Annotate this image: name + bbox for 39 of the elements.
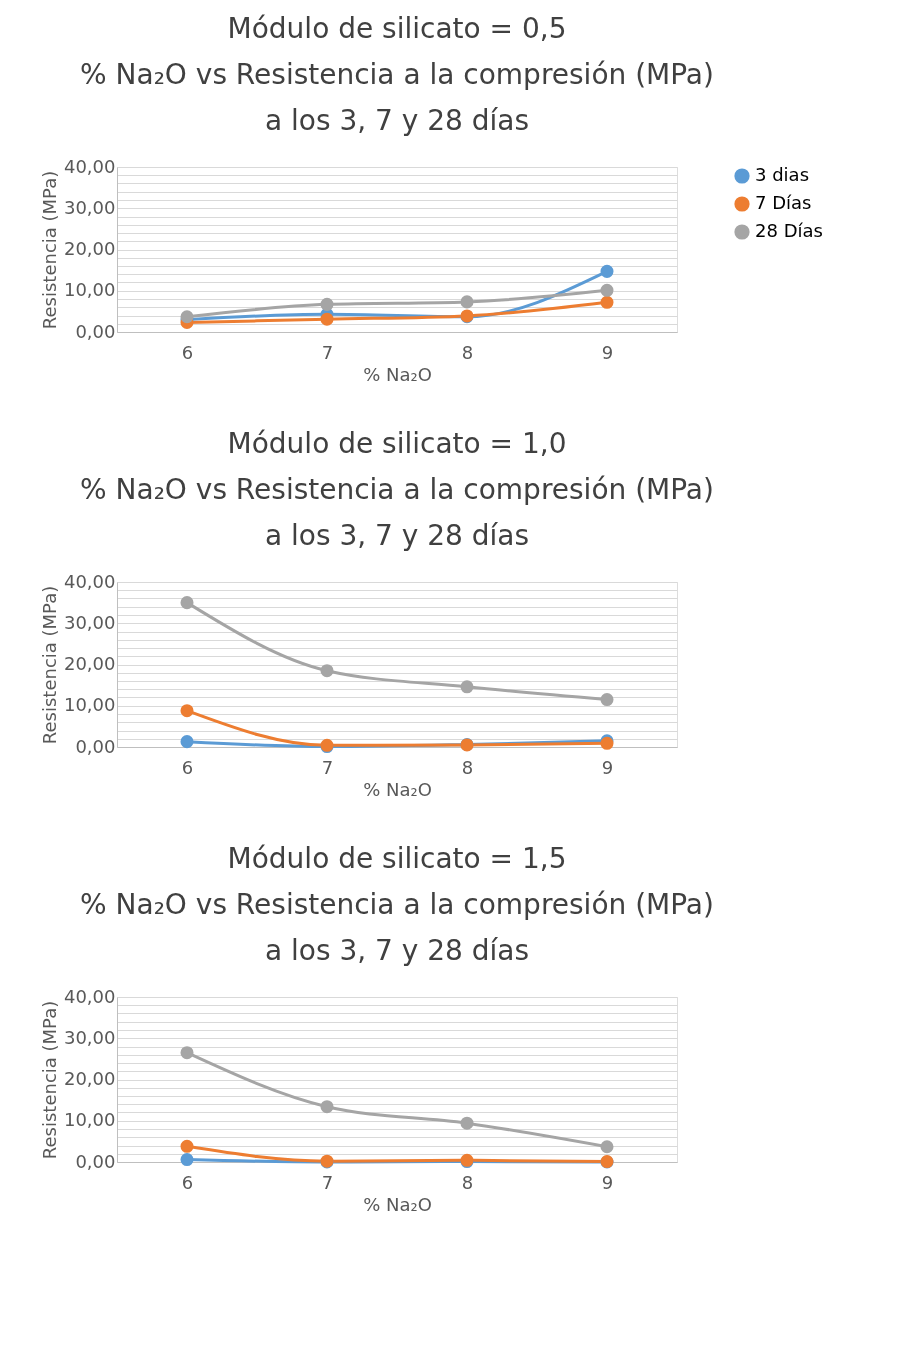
y-tick-label: 20,00 xyxy=(63,653,116,674)
y-axis-title: Resistencia (MPa) xyxy=(38,585,60,745)
x-tick-label: 7 xyxy=(321,1171,334,1193)
y-axis-title: Resistencia (MPa) xyxy=(38,1000,60,1160)
x-tick-label: 6 xyxy=(181,756,194,778)
x-tick-label: 8 xyxy=(461,756,474,778)
y-tick-label: 40,00 xyxy=(63,570,116,592)
y-tick-label: 40,00 xyxy=(63,985,116,1007)
y-tick-label: 10,00 xyxy=(63,279,116,301)
y-tick-label: 20,00 xyxy=(63,238,116,259)
x-tick-label: 9 xyxy=(601,756,614,778)
y-axis-title: Resistencia (MPa) xyxy=(38,170,60,330)
y-tick-label: 10,00 xyxy=(63,1109,116,1131)
y-tick-label: 30,00 xyxy=(63,196,116,218)
chart-title: Módulo de silicato = 1,5 % Na₂O vs Resistencia a la compresión (MPa) a los 3, 7 y 28 días xyxy=(80,842,714,967)
x-tick-label: 9 xyxy=(601,341,614,363)
legend-label: 28 Días xyxy=(755,220,823,241)
y-tick-label: 10,00 xyxy=(63,694,116,716)
x-tick-label: 9 xyxy=(601,1171,614,1193)
x-tick-label: 6 xyxy=(181,1171,194,1193)
y-tick-label: 0,00 xyxy=(75,735,116,757)
x-tick-label: 7 xyxy=(321,756,334,778)
chart-title: Módulo de silicato = 0,5 % Na₂O vs Resistencia a la compresión (MPa) a los 3, 7 y 28 días xyxy=(80,12,714,137)
x-tick-label: 8 xyxy=(461,341,474,363)
x-tick-label: 6 xyxy=(181,341,194,363)
y-tick-label: 0,00 xyxy=(75,320,116,342)
y-tick-label: 0,00 xyxy=(75,1150,116,1172)
x-axis-title: % Na₂O xyxy=(363,778,432,800)
y-tick-label: 30,00 xyxy=(63,1026,116,1048)
y-tick-label: 40,00 xyxy=(63,155,116,177)
y-tick-label: 20,00 xyxy=(63,1068,116,1089)
legend-label: 7 Días xyxy=(755,192,812,213)
x-axis-title: % Na₂O xyxy=(363,363,432,385)
chart-title: Módulo de silicato = 1,0 % Na₂O vs Resistencia a la compresión (MPa) a los 3, 7 y 28 días xyxy=(80,427,714,552)
x-axis-title: % Na₂O xyxy=(363,1193,432,1215)
y-tick-label: 30,00 xyxy=(63,611,116,633)
x-tick-label: 7 xyxy=(321,341,334,363)
x-tick-label: 8 xyxy=(461,1171,474,1193)
legend-label: 3 dias xyxy=(755,164,810,185)
